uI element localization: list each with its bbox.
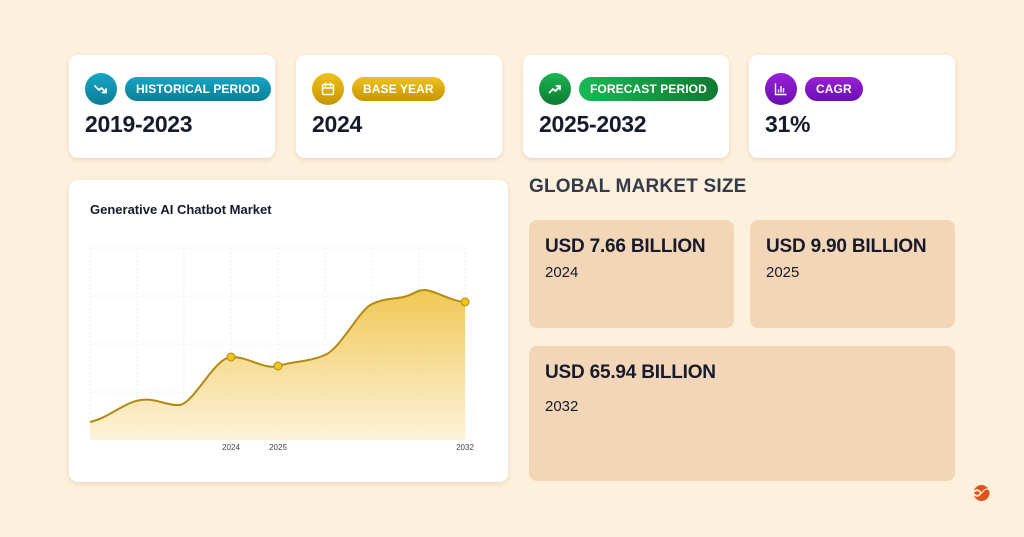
stat-label: FORECAST PERIOD [579, 77, 718, 101]
market-value: USD 7.66 BILLION [545, 236, 706, 257]
market-chart-card: Generative AI Chatbot Market [69, 180, 508, 482]
market-year: 2025 [766, 264, 800, 281]
trending-up-icon [539, 73, 571, 105]
market-value: USD 65.94 BILLION [545, 362, 716, 383]
chart-title: Generative AI Chatbot Market [90, 202, 272, 217]
market-year: 2032 [545, 398, 579, 415]
stat-card-cagr: CAGR 31% [749, 55, 955, 158]
brand-logo-icon [969, 482, 991, 504]
stat-card-base-year: BASE YEAR 2024 [296, 55, 502, 158]
chart-line [89, 289, 466, 423]
area-chart: 2024 2025 2032 [89, 247, 474, 452]
market-value: USD 9.90 BILLION [766, 236, 927, 257]
x-tick-label: 2024 [222, 443, 240, 452]
market-size-title: GLOBAL MARKET SIZE [529, 176, 747, 197]
bar-chart-icon [765, 73, 797, 105]
data-point-2025 [273, 361, 283, 371]
market-card-2024: USD 7.66 BILLION 2024 [529, 220, 734, 328]
x-tick-label: 2032 [456, 443, 474, 452]
market-card-2032: USD 65.94 BILLION 2032 [529, 346, 955, 481]
stat-label: CAGR [805, 77, 863, 101]
calendar-icon [312, 73, 344, 105]
market-card-2025: USD 9.90 BILLION 2025 [750, 220, 955, 328]
stat-value: 2019-2023 [85, 111, 193, 137]
stat-card-historical-period: HISTORICAL PERIOD 2019-2023 [69, 55, 275, 158]
data-point-2024 [226, 352, 236, 362]
stat-label: HISTORICAL PERIOD [125, 77, 271, 101]
data-point-2032 [460, 297, 470, 307]
trending-down-icon [85, 73, 117, 105]
stat-value: 2025-2032 [539, 111, 647, 137]
stat-value: 31% [765, 111, 811, 137]
stat-label: BASE YEAR [352, 77, 445, 101]
market-year: 2024 [545, 264, 579, 281]
chart-area-fill [90, 290, 465, 440]
x-tick-label: 2025 [269, 443, 287, 452]
stat-value: 2024 [312, 111, 362, 137]
stat-card-forecast-period: FORECAST PERIOD 2025-2032 [523, 55, 729, 158]
